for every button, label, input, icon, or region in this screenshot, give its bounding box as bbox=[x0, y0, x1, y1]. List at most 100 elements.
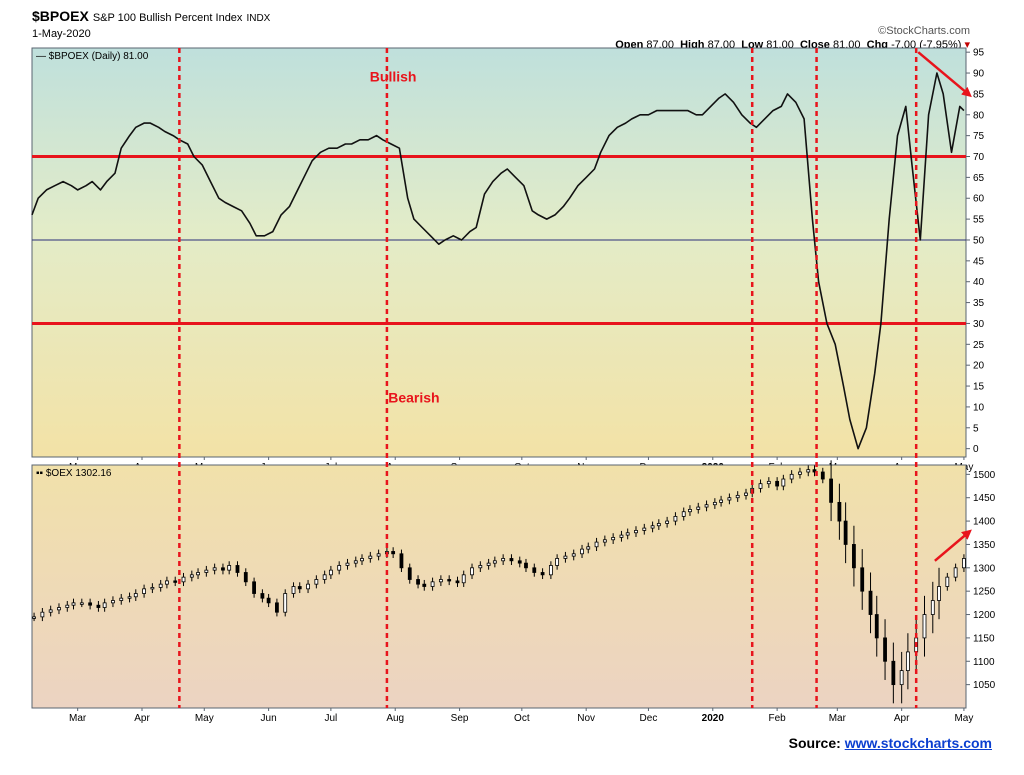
price-bar bbox=[642, 523, 647, 535]
price-bar bbox=[391, 547, 396, 558]
legend-label: ▪▪ $OEX 1302.16 bbox=[36, 468, 112, 479]
price-bar-body bbox=[766, 480, 771, 485]
y-tick-label: 1200 bbox=[973, 610, 996, 621]
y-tick-label: 1150 bbox=[973, 633, 995, 644]
price-bar bbox=[243, 568, 248, 587]
y-tick-label: 55 bbox=[973, 215, 985, 226]
legend-label: — $BPOEX (Daily) 81.00 bbox=[36, 51, 149, 62]
x-tick-label: Aug bbox=[386, 713, 404, 724]
price-bar bbox=[399, 549, 404, 573]
price-bar-body bbox=[447, 579, 452, 582]
price-bar-body bbox=[945, 576, 950, 587]
price-bar bbox=[291, 582, 296, 598]
price-bar bbox=[548, 561, 553, 580]
price-bar-body bbox=[314, 579, 319, 585]
price-bar-body bbox=[189, 574, 194, 578]
price-bar bbox=[212, 563, 217, 575]
price-bar-body bbox=[337, 565, 342, 571]
price-bar bbox=[71, 598, 76, 610]
price-bar-body bbox=[252, 581, 256, 594]
price-bar bbox=[820, 467, 825, 484]
price-bar bbox=[40, 607, 45, 622]
price-bar-body bbox=[173, 580, 178, 583]
price-bar bbox=[158, 579, 163, 592]
price-bar-body bbox=[656, 523, 661, 527]
trend-arrow-up bbox=[934, 529, 972, 562]
price-bar bbox=[719, 495, 723, 507]
chart-date: 1-May-2020 bbox=[32, 28, 91, 40]
price-bar bbox=[111, 596, 115, 608]
x-tick-label: May bbox=[195, 713, 214, 724]
brand-watermark: ©StockCharts.com bbox=[878, 25, 970, 37]
price-bar bbox=[930, 581, 935, 634]
price-bar bbox=[962, 554, 966, 573]
y-tick-label: 35 bbox=[973, 298, 985, 309]
price-bar-body bbox=[930, 600, 935, 615]
price-bar-body bbox=[681, 511, 686, 517]
price-bar-body bbox=[328, 569, 333, 576]
price-bar-body bbox=[555, 558, 560, 566]
price-bar-body bbox=[102, 602, 107, 608]
price-bar bbox=[96, 600, 101, 612]
price-bar-body bbox=[594, 541, 599, 548]
price-bar bbox=[181, 572, 186, 587]
price-bar bbox=[486, 558, 491, 570]
price-bar-body bbox=[860, 567, 865, 592]
price-bar bbox=[611, 533, 616, 544]
price-bar bbox=[133, 589, 138, 601]
plot-area bbox=[31, 47, 967, 458]
price-bar bbox=[766, 477, 771, 488]
source-link[interactable]: www.stockcharts.com bbox=[844, 735, 992, 751]
price-bar-body bbox=[204, 569, 209, 573]
price-bar-body bbox=[283, 593, 288, 613]
price-bar bbox=[492, 556, 497, 568]
down-triangle-icon: ▾ bbox=[964, 39, 970, 51]
price-bar bbox=[314, 575, 319, 589]
x-tick-label: Mar bbox=[69, 713, 87, 724]
price-bar-body bbox=[486, 562, 491, 566]
source-credit: Source: www.stockcharts.com bbox=[789, 735, 992, 751]
chart-symbol: $BPOEX S&P 100 Bullish Percent Index INDX bbox=[32, 8, 270, 24]
price-bar-body bbox=[688, 508, 692, 513]
price-bar-body bbox=[40, 611, 45, 618]
y-tick-label: 1100 bbox=[973, 657, 995, 668]
price-bar-body bbox=[962, 558, 966, 569]
price-bar-body bbox=[416, 579, 420, 585]
price-bar-body bbox=[905, 651, 910, 672]
price-bar bbox=[860, 549, 865, 610]
price-bar-body bbox=[32, 616, 36, 619]
price-bar bbox=[345, 558, 350, 570]
price-bar bbox=[555, 554, 560, 570]
price-bar-body bbox=[634, 530, 638, 534]
price-bar-body bbox=[781, 478, 786, 487]
price-bar-body bbox=[665, 520, 670, 524]
price-bar-body bbox=[322, 574, 327, 580]
price-bar bbox=[509, 554, 514, 566]
price-bar bbox=[868, 572, 873, 634]
y-tick-label: 90 bbox=[973, 69, 985, 80]
price-bar-body bbox=[492, 560, 497, 564]
price-bar-body bbox=[532, 567, 537, 573]
price-bar-body bbox=[563, 555, 568, 559]
price-bar bbox=[812, 465, 817, 477]
price-bar bbox=[883, 619, 887, 680]
price-bar-body bbox=[127, 596, 132, 599]
price-bar bbox=[65, 600, 70, 612]
price-bar-body bbox=[843, 520, 848, 545]
trend-arrow-down bbox=[917, 51, 972, 98]
price-bar-body bbox=[874, 614, 879, 639]
price-bar-body bbox=[48, 609, 53, 613]
price-bar bbox=[656, 519, 661, 530]
price-bar-body bbox=[891, 660, 896, 686]
price-bar-body bbox=[642, 527, 647, 531]
price-bar-body bbox=[735, 494, 740, 499]
y-tick-label: 1250 bbox=[973, 587, 996, 598]
price-bar bbox=[874, 595, 879, 657]
price-bar-body bbox=[133, 593, 138, 598]
price-bar-body bbox=[727, 497, 732, 501]
price-bar bbox=[688, 505, 692, 516]
price-bar-body bbox=[142, 588, 146, 594]
price-bar bbox=[905, 633, 910, 690]
y-tick-label: 1300 bbox=[973, 563, 996, 574]
price-bar-body bbox=[165, 580, 169, 585]
